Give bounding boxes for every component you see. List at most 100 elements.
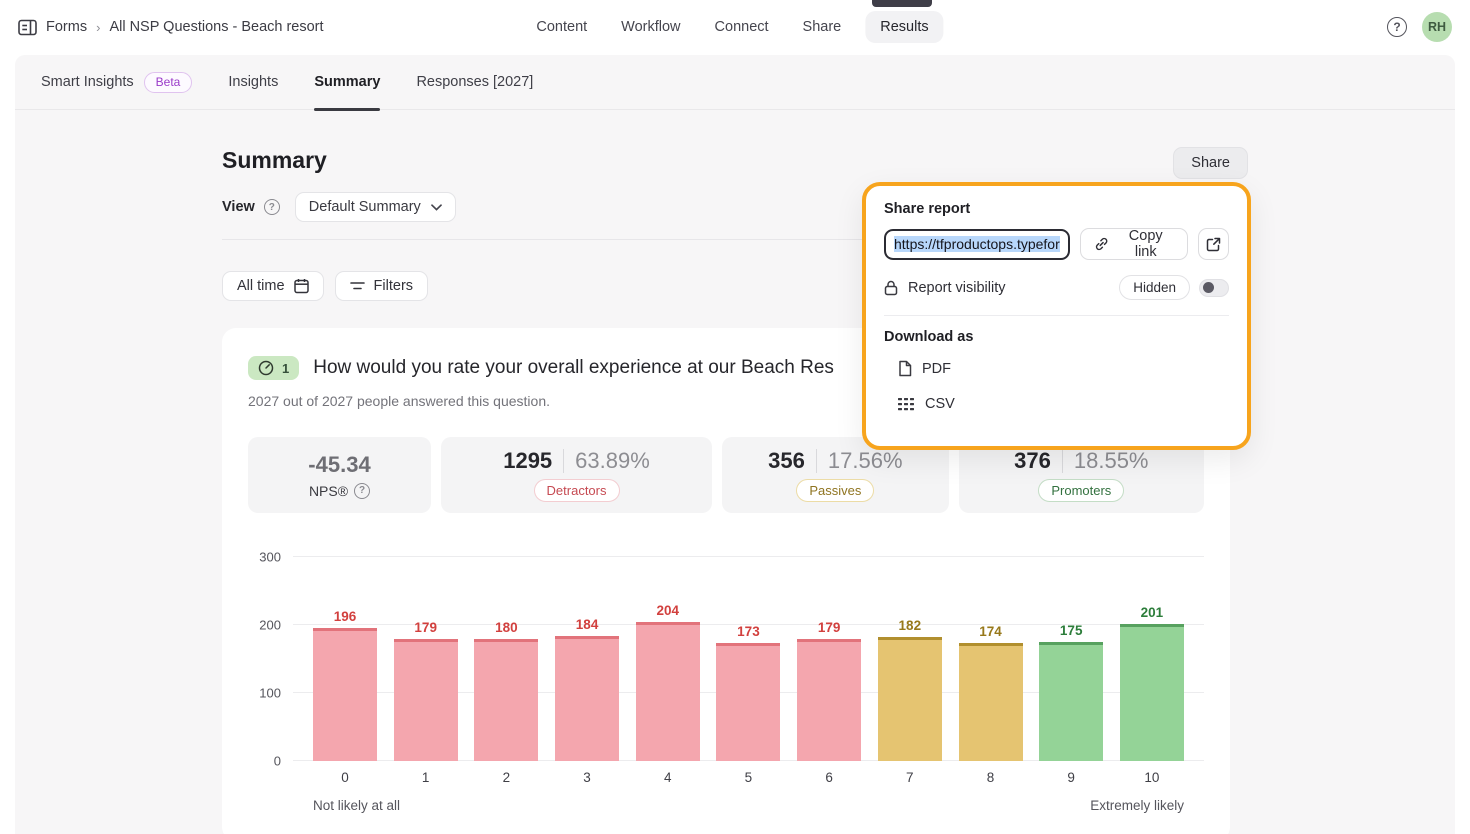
bar-1[interactable]: 179 [393,620,458,761]
filters-button[interactable]: Filters [334,271,429,301]
view-dropdown[interactable]: Default Summary [294,192,456,222]
x-tick-label: 8 [986,770,995,785]
question-number: 1 [282,360,290,376]
chart-x-labels: 0 1 2 3 4 5 6 7 8 9 10 [293,770,1204,785]
download-csv-label: CSV [925,396,955,412]
chart-y-axis: 0 100 200 300 [248,550,293,769]
breadcrumb-form-name[interactable]: All NSP Questions - Beach resort [109,19,324,35]
bar-0[interactable]: 196 [313,609,377,761]
bar-rect [716,643,781,761]
download-csv-button[interactable]: CSV [898,396,1229,412]
passives-badge: Passives [796,479,875,502]
tab-summary-label: Summary [314,74,381,90]
breadcrumb-forms-link[interactable]: Forms [46,19,88,35]
download-as-label: Download as [884,329,974,345]
passives-percent: 17.56% [827,448,903,473]
copy-link-button[interactable]: Copy link [1079,228,1189,260]
tab-responses-label: Responses [2027] [416,74,534,90]
tab-smart-insights[interactable]: Smart Insights Beta [41,55,193,110]
view-label: View [222,199,255,215]
tab-responses[interactable]: Responses [2027] [416,55,533,110]
open-link-button[interactable] [1198,228,1229,260]
bar-value-label: 180 [495,620,518,635]
y-tick-label: 0 [273,753,281,769]
stat-divider [1061,449,1063,473]
bar-value-label: 204 [656,603,680,618]
x-axis-left-caption: Not likely at all [313,798,401,813]
question-number-badge: 1 [248,356,300,380]
gauge-icon [258,360,274,376]
bar-rect [1039,642,1104,761]
bar-rect [555,636,620,761]
nav-item-content[interactable]: Content [536,19,588,35]
chart-plot-bars: 196 179 180 184 204 173 179 182 174 175 201 [293,557,1204,761]
filter-icon [349,282,365,290]
breadcrumb: Forms › All NSP Questions - Beach resort [18,0,324,54]
tab-summary[interactable]: Summary [314,55,381,111]
visibility-toggle[interactable] [1199,278,1229,297]
bar-2[interactable]: 180 [474,620,539,761]
detractors-stat-box: 1295 63.89% Detractors [441,437,713,513]
forms-logo-icon[interactable] [18,19,37,36]
share-url-value: https://tfproductops.typefor [894,236,1060,252]
bar-rect [958,643,1023,761]
share-report-popup: Share report https://tfproductops.typefo… [862,182,1251,450]
y-tick-label: 300 [259,549,281,565]
bar-5[interactable]: 173 [716,624,781,761]
page-title: Summary [222,147,327,173]
detractors-badge: Detractors [533,479,620,502]
share-button[interactable]: Share [1173,147,1248,179]
bar-8[interactable]: 174 [958,624,1023,761]
bar-rect [313,628,377,761]
download-pdf-button[interactable]: PDF [898,360,1229,377]
gridline [293,624,1204,625]
nav-item-workflow[interactable]: Workflow [621,19,681,35]
lock-icon [884,280,898,295]
report-visibility-label: Report visibility [908,279,1006,296]
y-tick-label: 100 [259,685,281,701]
tab-insights[interactable]: Insights [228,55,278,110]
nav-item-connect[interactable]: Connect [714,19,769,35]
header-right: ? RH [1387,0,1452,54]
bar-3[interactable]: 184 [555,617,620,761]
bar-10[interactable]: 201 [1119,605,1184,761]
x-tick-label: 7 [906,770,914,785]
avatar[interactable]: RH [1422,12,1452,42]
bar-rect [393,639,458,761]
document-icon [899,360,912,377]
date-range-button[interactable]: All time [222,271,324,301]
stat-divider [563,449,565,473]
bar-7[interactable]: 182 [877,618,942,761]
breadcrumb-separator: › [96,19,101,35]
bar-value-label: 179 [817,620,841,635]
results-tabs: Smart Insights Beta Insights Summary Res… [15,55,1455,111]
y-tick-label: 200 [259,617,281,633]
bar-6[interactable]: 179 [797,620,862,761]
passives-count: 356 [768,448,805,473]
view-dropdown-value: Default Summary [308,199,421,215]
bar-rect [1119,624,1184,761]
nps-help-icon[interactable]: ? [354,482,371,499]
view-row: View ? Default Summary [222,192,1248,222]
x-tick-label: 10 [1144,770,1160,785]
nps-label: NPS® [308,482,349,499]
nps-score-box: -45.34 NPS® ? [248,437,431,513]
bar-9[interactable]: 175 [1039,623,1104,761]
bar-value-label: 175 [1059,623,1083,638]
bar-value-label: 201 [1140,605,1164,620]
share-url-input[interactable]: https://tfproductops.typefor [884,228,1070,260]
nav-item-results[interactable]: Results [865,11,944,43]
top-header: Forms › All NSP Questions - Beach resort… [0,0,1470,54]
top-nav: Content Workflow Connect Share Results [526,0,944,54]
visibility-status-badge: Hidden [1119,275,1190,300]
help-icon[interactable]: ? [1387,17,1407,37]
nav-item-share[interactable]: Share [802,19,842,35]
x-axis-right-caption: Extremely likely [1090,798,1184,813]
promoters-count: 376 [1014,448,1051,473]
report-visibility-row: Report visibility Hidden [884,275,1229,300]
bar-rect [635,622,700,761]
bar-4[interactable]: 204 [635,603,700,761]
chart-x-captions: Not likely at all Extremely likely [293,798,1204,813]
view-help-icon[interactable]: ? [263,199,280,215]
